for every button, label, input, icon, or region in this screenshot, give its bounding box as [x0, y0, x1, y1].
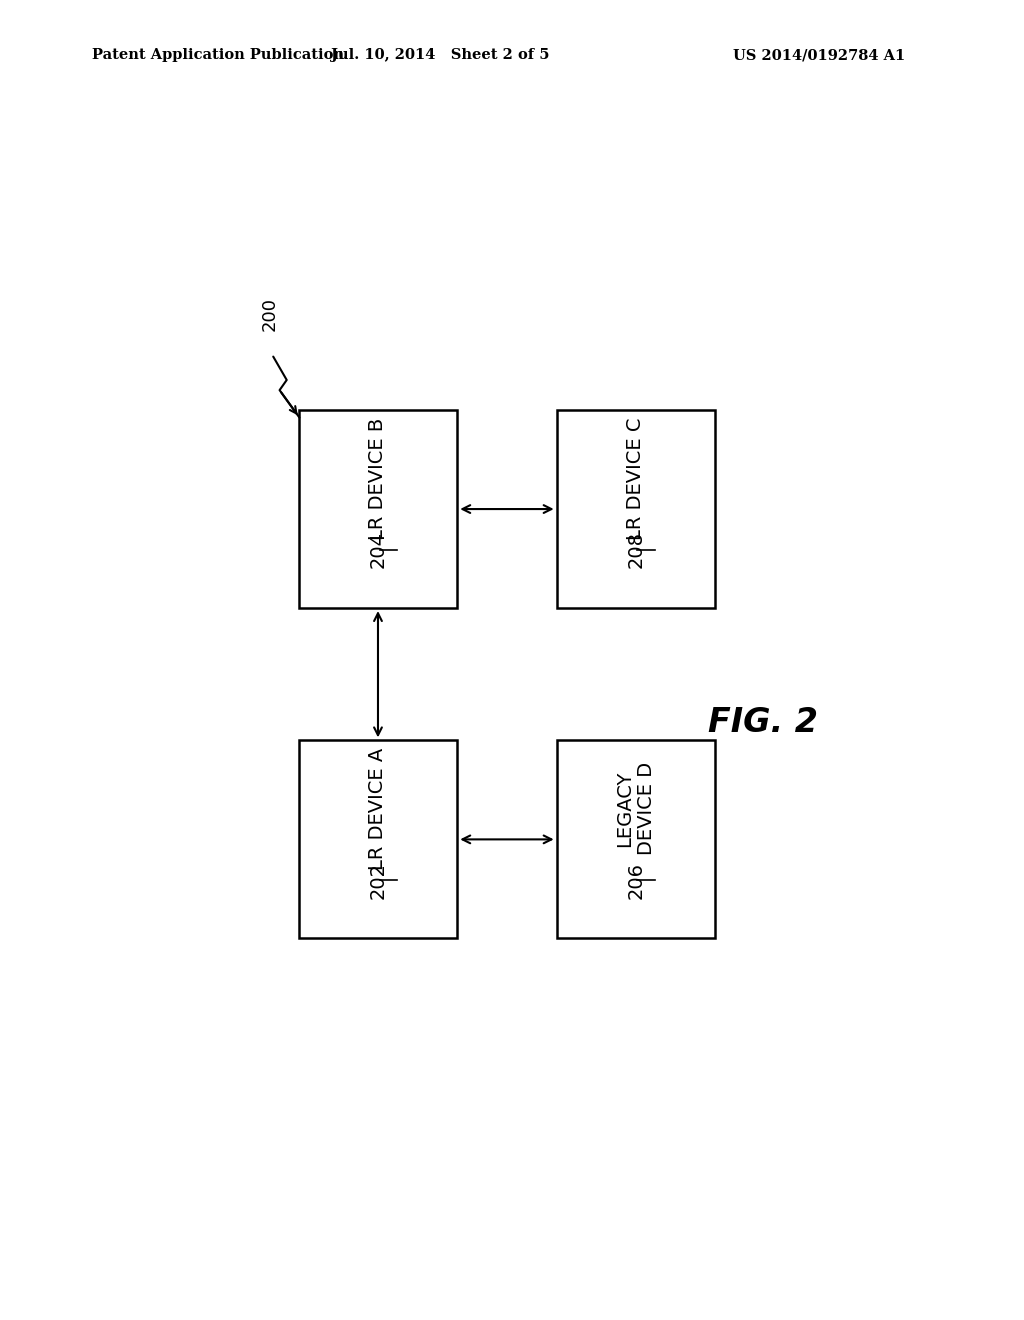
Text: 202: 202 [369, 862, 387, 899]
Text: US 2014/0192784 A1: US 2014/0192784 A1 [733, 49, 905, 62]
Text: 208: 208 [627, 531, 645, 568]
Text: 206: 206 [627, 862, 645, 899]
Text: LR DEVICE A: LR DEVICE A [369, 747, 387, 870]
Bar [299, 741, 458, 939]
Text: LR DEVICE B: LR DEVICE B [369, 417, 387, 540]
Bar [299, 411, 458, 609]
Text: Jul. 10, 2014   Sheet 2 of 5: Jul. 10, 2014 Sheet 2 of 5 [331, 49, 550, 62]
Text: Patent Application Publication: Patent Application Publication [92, 49, 344, 62]
Text: LR DEVICE C: LR DEVICE C [627, 417, 645, 540]
Text: 204: 204 [369, 531, 387, 568]
Text: FIG. 2: FIG. 2 [708, 706, 818, 739]
Text: LEGACY
DEVICE D: LEGACY DEVICE D [615, 763, 656, 855]
Bar [557, 741, 716, 939]
Bar [557, 411, 716, 609]
Text: 200: 200 [260, 297, 279, 331]
